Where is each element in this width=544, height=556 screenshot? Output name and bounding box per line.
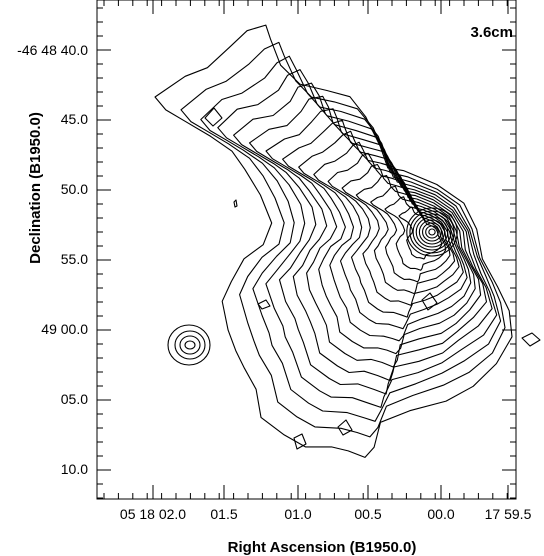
secondary-source-contour (184, 340, 196, 350)
y-tick-label: 55.0 (61, 251, 88, 267)
y-tick-label: 45.0 (61, 111, 88, 127)
peak-contour (421, 222, 442, 242)
y-tick-label: 10.0 (61, 461, 88, 477)
x-tick-label: 00.5 (354, 506, 381, 522)
contour-island (257, 299, 271, 310)
contour-island (293, 433, 307, 450)
plot-frame (96, 0, 517, 500)
x-tick-label: 01.0 (284, 506, 311, 522)
contour-line (298, 130, 472, 342)
contour-island (421, 292, 438, 311)
peak-contour (406, 207, 458, 257)
peak-contour (418, 219, 446, 245)
contour-line (370, 185, 451, 283)
contour-line (282, 119, 476, 355)
secondary-source-contour (167, 324, 211, 366)
y-tick-label: 05.0 (61, 391, 88, 407)
y-axis-label: Declination (B1950.0) (27, 112, 44, 264)
peak-contour (412, 213, 452, 251)
contour-island (521, 332, 541, 347)
contour-island (204, 107, 223, 127)
contour-island (337, 419, 353, 436)
y-tick-label: -46 48 40.0 (17, 42, 88, 58)
contour-island (233, 199, 238, 208)
contour-lines (154, 24, 541, 458)
x-tick-labels: 05 18 02.0 01.5 01.0 00.5 00.0 17 59.5 (120, 506, 532, 522)
peak-contour (409, 210, 455, 254)
x-tick-label: 05 18 02.0 (120, 506, 186, 522)
axis-ticks (97, 0, 516, 499)
peak-contour (428, 228, 436, 236)
contour-line (313, 141, 468, 330)
secondary-source-contour (174, 330, 206, 360)
contour-line (355, 175, 456, 295)
y-tick-label: 49 00.0 (41, 321, 88, 337)
x-tick-label: 01.5 (210, 506, 237, 522)
x-axis-label: Right Ascension (B1950.0) (228, 539, 417, 556)
secondary-source-contour (179, 335, 201, 355)
wavelength-label: 3.6cm (470, 24, 513, 41)
contour-line (384, 196, 447, 271)
contour-line (233, 82, 493, 395)
contour-line (248, 95, 488, 382)
x-tick-label: 00.0 (427, 506, 454, 522)
peak-contour (415, 216, 449, 248)
y-tick-labels: -46 48 40.0 45.0 50.0 55.0 49 00.0 05.0 … (17, 42, 88, 477)
peak-contour (425, 225, 439, 239)
y-tick-label: 50.0 (61, 181, 88, 197)
x-tick-label: 17 59.5 (485, 506, 532, 522)
